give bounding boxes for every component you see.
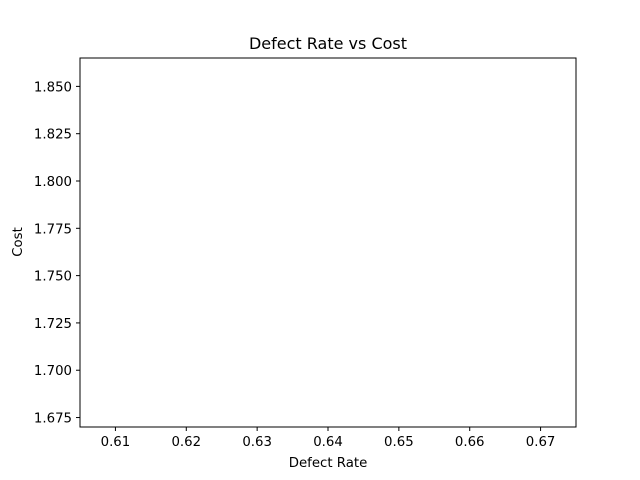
y-tick-label: 1.850 (34, 80, 72, 95)
chart-title: Defect Rate vs Cost (249, 34, 407, 53)
x-tick-label: 0.65 (384, 435, 414, 450)
y-tick-label: 1.675 (34, 412, 72, 427)
x-axis: 0.61 0.62 0.63 0.64 0.65 0.66 0.67 (101, 427, 556, 450)
x-tick-label: 0.61 (101, 435, 131, 450)
y-tick-label: 1.725 (34, 317, 72, 332)
x-tick-label: 0.63 (242, 435, 272, 450)
x-tick-label: 0.66 (455, 435, 485, 450)
x-tick-label: 0.62 (171, 435, 201, 450)
plot-area-frame (79, 57, 577, 428)
y-tick-label: 1.750 (34, 270, 72, 285)
y-axis-label: Cost (11, 227, 26, 257)
x-tick-label: 0.64 (313, 435, 343, 450)
x-axis-label: Defect Rate (289, 456, 368, 471)
y-tick-label: 1.800 (34, 175, 72, 190)
y-axis: 1.675 1.700 1.725 1.750 1.775 1.800 1.825 1.850 (34, 80, 80, 427)
x-tick-label: 0.67 (526, 435, 556, 450)
y-tick-label: 1.775 (34, 222, 72, 237)
y-tick-label: 1.825 (34, 128, 72, 143)
y-tick-label: 1.700 (34, 364, 72, 379)
